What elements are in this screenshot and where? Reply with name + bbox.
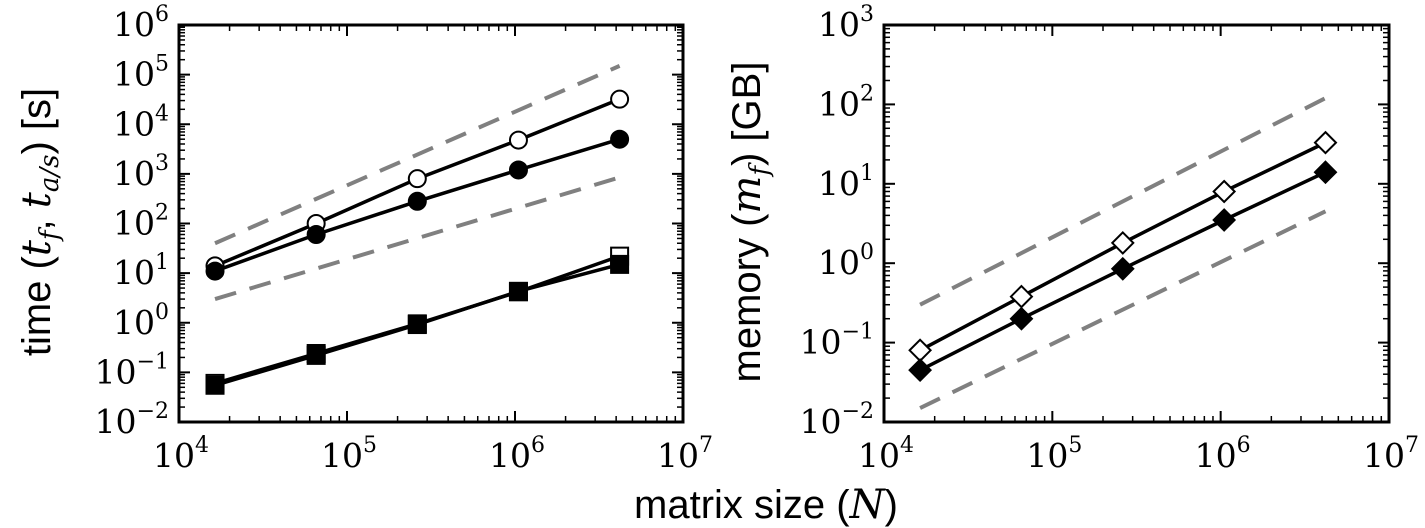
memory-point [1009, 284, 1034, 309]
memory-point [908, 358, 933, 383]
memory-chart: 104 105 106 107 10−2 10−1 100 101 102 103 [800, 2, 1419, 475]
x-axis-label: matrix size (N) [634, 482, 898, 528]
memory-point [1212, 179, 1237, 204]
memory-x-tick-label: 106 [1195, 433, 1251, 475]
time-point [508, 130, 528, 150]
time-ticks [178, 24, 684, 423]
time-guide-line [214, 64, 621, 246]
time-point [610, 129, 630, 149]
time-point [407, 169, 427, 189]
memory-y-tick-label: 102 [818, 81, 874, 123]
memory-ticks [883, 24, 1390, 423]
memory-x-tick-label: 104 [858, 433, 914, 475]
time-point [610, 89, 630, 109]
time-point [407, 191, 427, 211]
time-y-tick-label: 105 [113, 52, 169, 94]
memory-point [1110, 256, 1135, 281]
time-y-tick-label: 101 [113, 250, 169, 292]
time-y-axis-label: time (tf, ta/s) [s] [14, 88, 65, 356]
time-point [508, 281, 528, 301]
time-y-tick-label: 102 [113, 201, 169, 243]
memory-point [1212, 208, 1237, 232]
memory-y-tick-label: 10−1 [800, 320, 874, 362]
memory-point [1313, 130, 1338, 155]
time-y-tick-label: 103 [113, 151, 169, 193]
time-x-tick-label: 106 [489, 433, 545, 475]
memory-y-tick-label: 101 [818, 161, 874, 203]
memory-y-axis-label: memory (mf) [GB] [724, 62, 775, 383]
time-x-tick-label: 105 [321, 433, 377, 475]
time-chart: 104 105 106 107 10−2 10−1 100 101 102 103 104 105 10… [95, 2, 713, 475]
memory-y-tick-label: 100 [818, 240, 874, 282]
memory-y-tick-label: 10−2 [800, 399, 874, 441]
time-point [306, 225, 326, 245]
time-point [306, 345, 326, 365]
memory-point [1009, 306, 1034, 331]
time-point [508, 160, 528, 180]
memory-guide-line [919, 209, 1327, 410]
memory-x-tick-label: 105 [1026, 433, 1082, 475]
memory-point [1110, 231, 1135, 255]
time-y-tick-label: 100 [113, 300, 169, 342]
memory-x-tick-label: 107 [1363, 433, 1419, 475]
memory-point [1313, 160, 1338, 185]
memory-y-tick-label: 103 [818, 2, 874, 44]
time-x-tick-label: 104 [153, 433, 209, 475]
time-y-tick-label: 104 [113, 101, 169, 143]
time-y-tick-label: 106 [113, 2, 169, 44]
time-point [205, 375, 225, 395]
time-y-tick-label: 10−1 [95, 349, 169, 391]
time-axes-frame [177, 23, 685, 424]
time-y-tick-label: 10−2 [95, 399, 169, 441]
memory-axes-frame [882, 23, 1391, 424]
time-x-tick-label: 107 [657, 433, 713, 475]
time-point [407, 315, 427, 335]
time-point [205, 261, 225, 281]
time-point [610, 254, 630, 274]
memory-guide-line [919, 96, 1327, 307]
memory-point [908, 338, 933, 363]
